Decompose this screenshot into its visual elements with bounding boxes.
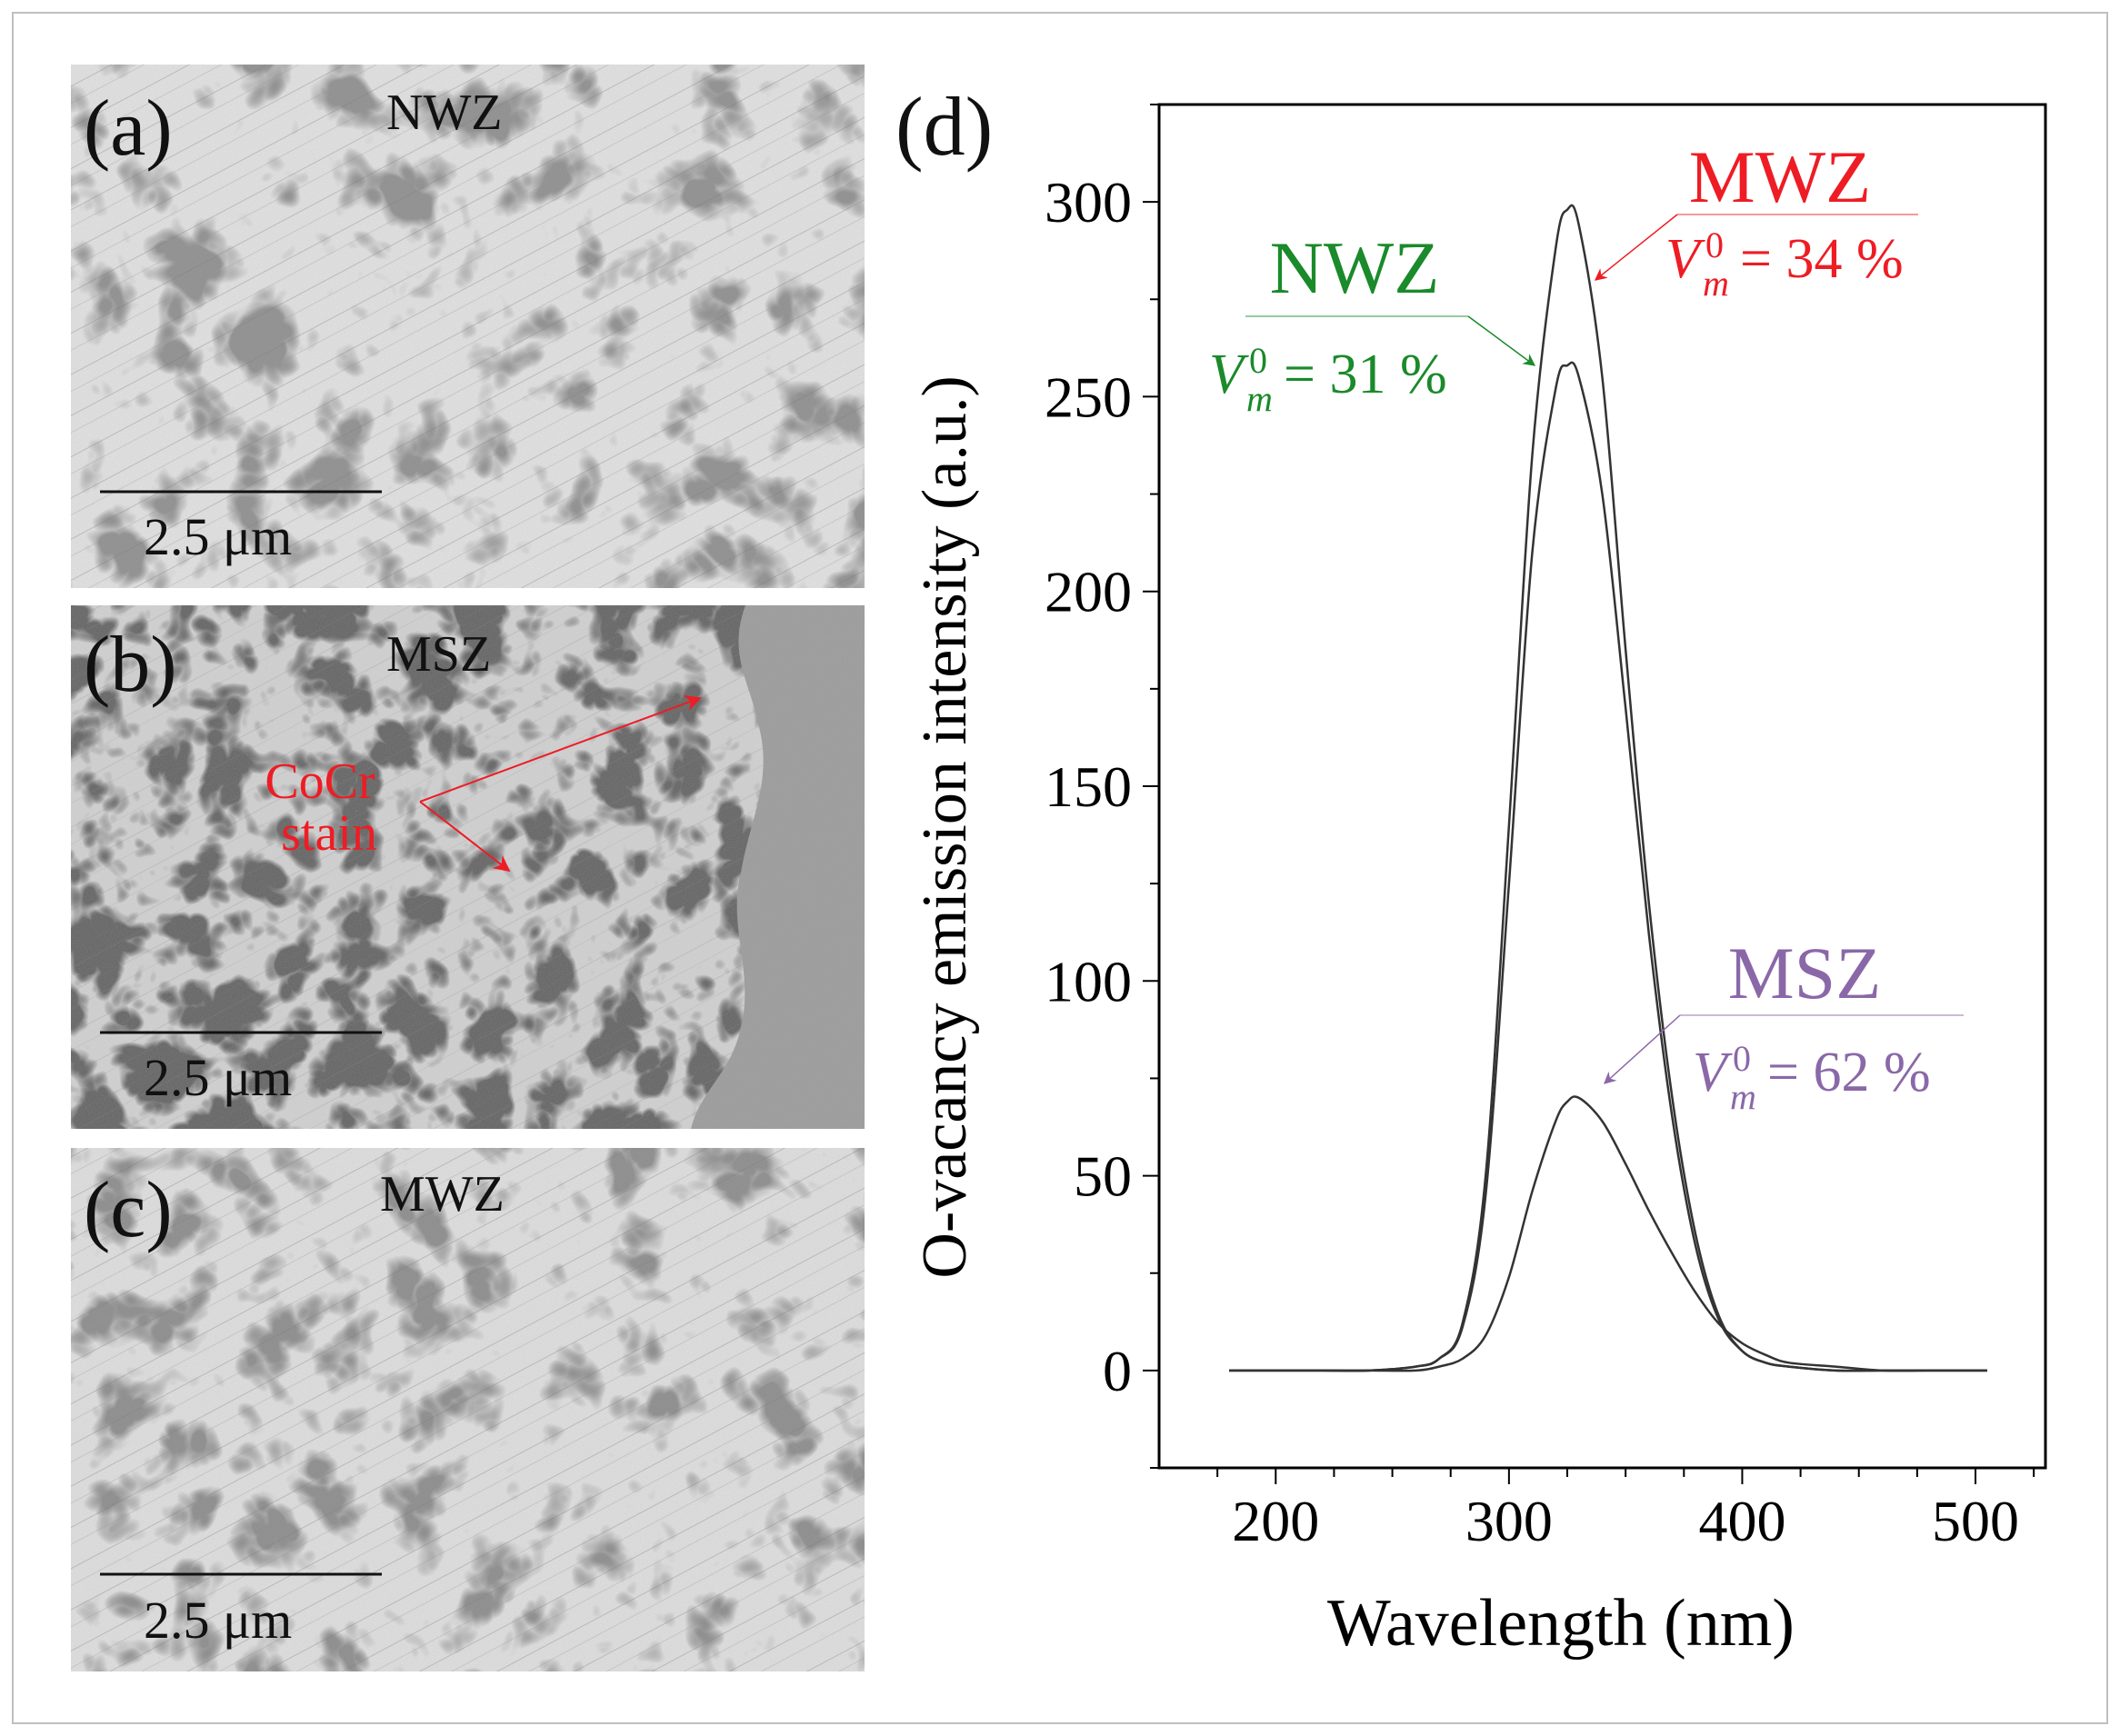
x-tick-label: 500 [1932,1489,2019,1553]
y-tick-label: 100 [1045,949,1132,1013]
stain-label-line2: stain [281,805,377,862]
x-tick-label: 200 [1232,1489,1319,1553]
panel-d-letter: (d) [895,80,993,173]
nwz-vm-annotation: V 0 m = 31 % [1209,340,1447,419]
x-axis: 200 300 400 500 [1216,1468,2035,1553]
panel-c-scale-label: 2.5 μm [144,1591,292,1650]
msz-vm-value: = 62 % [1767,1042,1931,1103]
y-tick-label: 250 [1045,364,1132,429]
svg-text:m: m [1730,1076,1756,1117]
mwz-arrow [1594,214,1678,281]
sem-panel-c [71,1148,865,1671]
series-line-nwz [1229,361,1987,1372]
panel-a-letter: (a) [84,85,173,173]
svg-text:V: V [1665,228,1705,290]
series-line-msz [1229,1095,1987,1372]
mwz-label: MWZ [1689,135,1871,218]
msz-arrow [1603,1014,1681,1084]
msz-vm-annotation: V 0 m = 62 % [1693,1038,1931,1117]
x-tick-label: 400 [1698,1489,1785,1553]
svg-text:V: V [1209,344,1249,405]
mwz-vm-value: = 34 % [1740,228,1904,290]
x-tick-label: 300 [1465,1489,1553,1553]
panel-b-scale-label: 2.5 μm [144,1048,292,1107]
panel-b-letter: (b) [84,621,177,709]
y-tick-label: 200 [1045,560,1132,624]
chart-series [1229,204,1987,1372]
panel-a-scale-label: 2.5 μm [144,507,292,566]
stain-label-line1: CoCr [265,753,375,810]
y-tick-label: 300 [1045,170,1132,234]
svg-text:0: 0 [1733,1038,1751,1079]
y-axis: 0 50 100 150 200 250 300 [1045,104,1159,1469]
mwz-vm-annotation: V 0 m = 34 % [1665,224,1904,304]
svg-text:0: 0 [1249,340,1267,381]
y-axis-label: O-vacancy emission intensity (a.u.) [910,375,980,1278]
y-tick-label: 150 [1045,754,1132,819]
sem-panel-a [71,65,865,588]
panel-c-letter: (c) [84,1166,173,1254]
stain-arrow-upper [419,695,702,803]
svg-text:0: 0 [1705,224,1724,265]
svg-text:m: m [1703,263,1729,304]
svg-text:V: V [1693,1042,1733,1103]
nwz-label: NWZ [1270,226,1440,309]
panel-a-zone-label: NWZ [386,85,503,141]
svg-text:m: m [1246,378,1273,419]
y-tick-label: 50 [1074,1144,1132,1209]
emission-chart: 0 50 100 150 200 250 300 200 300 400 500 Waveleng… [910,103,2047,1661]
sem-panel-b [71,605,865,1129]
x-axis-label: Wavelength (nm) [1327,1586,1795,1661]
stain-arrow-lower [419,801,511,873]
msz-label: MSZ [1728,932,1882,1014]
panel-b-zone-label: MSZ [386,626,491,683]
nwz-vm-value: = 31 % [1284,344,1447,405]
nwz-arrow [1467,315,1536,366]
panel-c-zone-label: MWZ [380,1166,505,1222]
y-tick-label: 0 [1103,1339,1132,1403]
